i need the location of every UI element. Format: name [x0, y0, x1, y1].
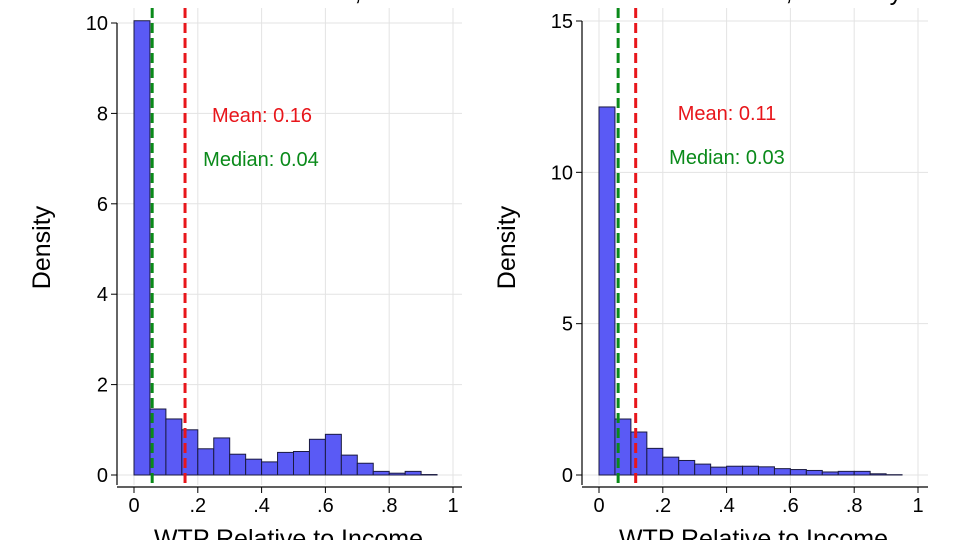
- y-tick-label: 0: [562, 465, 573, 487]
- histogram-bar: [806, 470, 822, 475]
- histogram-bar: [325, 434, 341, 475]
- y-tick-label: 10: [551, 162, 573, 184]
- histogram-bar: [309, 439, 325, 475]
- histogram-bar: [679, 460, 695, 475]
- y-tick-label: 15: [551, 11, 573, 33]
- mean-label: Mean: 0.16: [212, 105, 312, 127]
- x-tick-label: .6: [782, 495, 799, 517]
- x-tick-label: .6: [317, 495, 334, 517]
- histogram-bar: [134, 21, 150, 475]
- x-tick-label: 0: [593, 495, 604, 517]
- histogram-bar: [870, 474, 886, 475]
- histogram-bar: [727, 466, 743, 475]
- median-label: Median: 0.04: [203, 149, 319, 171]
- y-tick-label: 0: [97, 465, 108, 487]
- x-tick-label: .2: [654, 495, 671, 517]
- chart-title: Cost of Frictions, US: [174, 0, 403, 6]
- histogram-bar: [854, 471, 870, 475]
- histogram-bar: [695, 464, 711, 475]
- y-tick-label: 2: [97, 375, 108, 397]
- chart-panel-1: Mean: 0.11 Median: 0.03 0 5 10 15 0 .2 .4 .6 .8 1 WT…: [493, 0, 928, 540]
- chart-panel-0: Mean: 0.16 Median: 0.04 0 2 4 6 8 10 0 .2 .4 .6 .8 1 W…: [28, 0, 462, 540]
- x-tick-label: 1: [447, 495, 458, 517]
- y-tick-label: 5: [562, 314, 573, 336]
- histogram-bar: [214, 438, 230, 475]
- x-tick-label: 0: [128, 495, 139, 517]
- x-axis-label: WTP Relative to Income: [619, 525, 888, 540]
- histogram-bar: [599, 107, 615, 475]
- histogram-bar: [278, 452, 294, 475]
- x-tick-label: .4: [718, 495, 735, 517]
- histogram-bar: [663, 457, 679, 475]
- histogram-bar: [743, 466, 759, 475]
- x-tick-label: .8: [381, 495, 398, 517]
- histogram-bar: [341, 455, 357, 475]
- histogram-bar: [405, 471, 421, 475]
- histogram-bar: [262, 462, 278, 475]
- histogram-bar: [198, 449, 214, 475]
- histogram-bar: [631, 432, 647, 475]
- x-tick-label: .8: [846, 495, 863, 517]
- histogram-bar: [790, 470, 806, 475]
- y-tick-label: 8: [97, 103, 108, 125]
- chart-title: Cost of Frictions, Germany: [605, 0, 903, 6]
- histogram-bar: [230, 454, 246, 475]
- x-tick-label: .4: [253, 495, 270, 517]
- x-axis-label: WTP Relative to Income: [154, 525, 423, 540]
- y-tick-label: 6: [97, 194, 108, 216]
- median-label: Median: 0.03: [669, 147, 785, 169]
- histogram-bar: [357, 463, 373, 475]
- histogram-bar: [389, 473, 405, 475]
- histogram-bar: [647, 448, 663, 475]
- histogram-bar: [774, 469, 790, 475]
- histogram-bar: [838, 471, 854, 475]
- x-tick-label: .2: [189, 495, 206, 517]
- y-tick-label: 10: [86, 13, 108, 35]
- histogram-bar: [373, 471, 389, 475]
- mean-label: Mean: 0.11: [678, 103, 777, 125]
- histogram-bar: [711, 467, 727, 475]
- y-tick-label: 4: [97, 284, 108, 306]
- histogram-bar: [166, 419, 182, 475]
- y-axis-label: Density: [493, 205, 521, 289]
- histogram-bar: [246, 459, 262, 475]
- x-tick-label: 1: [912, 495, 923, 517]
- histogram-bar: [759, 467, 775, 475]
- histogram-bar: [294, 451, 310, 475]
- y-axis-label: Density: [28, 205, 56, 289]
- histogram-bar: [822, 472, 838, 475]
